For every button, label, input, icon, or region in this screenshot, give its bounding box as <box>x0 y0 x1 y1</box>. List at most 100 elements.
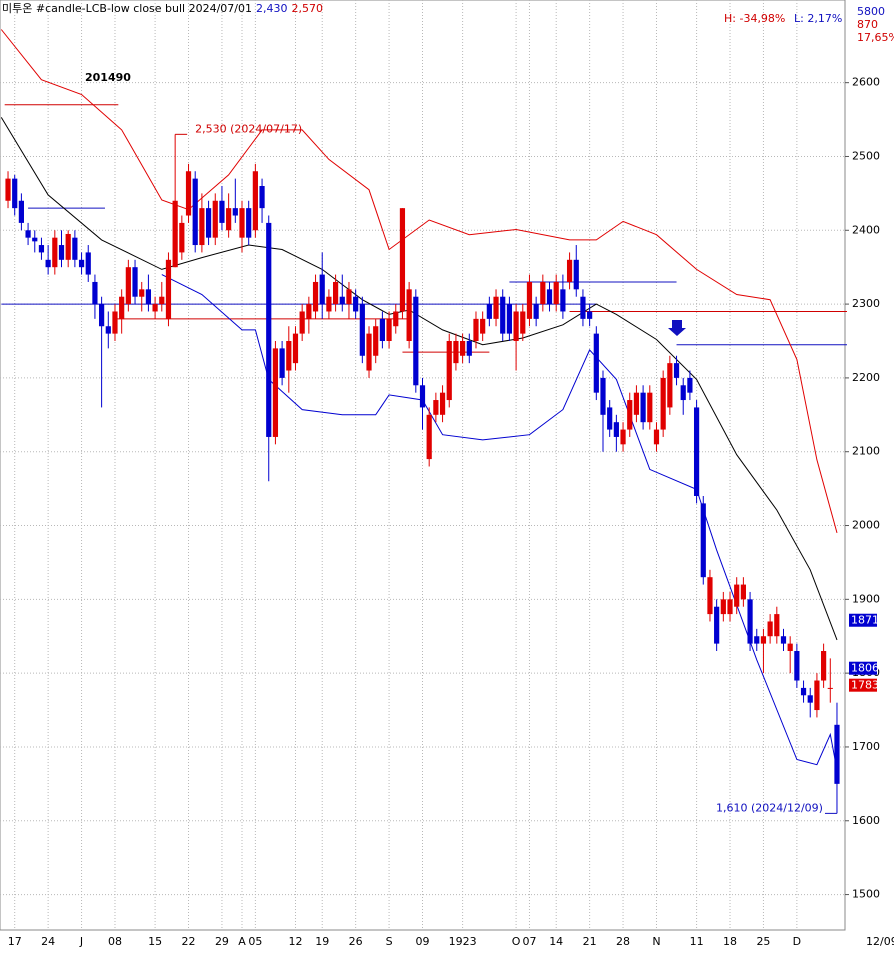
candle-body <box>640 392 646 423</box>
candle-body <box>306 304 312 319</box>
x-tick-label: N <box>652 935 660 948</box>
candle-body <box>105 326 111 334</box>
x-tick-label: 15 <box>148 935 162 948</box>
candle-body <box>814 680 820 711</box>
x-tick-label: 25 <box>756 935 770 948</box>
corner-label: 870 <box>857 18 878 31</box>
x-tick-label: 29 <box>215 935 229 948</box>
candle-body <box>680 385 686 401</box>
candle-body <box>299 311 305 334</box>
candle-body <box>399 208 406 312</box>
candle-body <box>734 584 740 607</box>
y-tick-label: 2500 <box>852 149 880 162</box>
candle-body <box>613 422 619 437</box>
title-part: 2,570 <box>292 2 324 15</box>
candle-body <box>239 208 245 238</box>
y-tick-label: 1700 <box>852 740 880 753</box>
candle-body <box>740 584 746 600</box>
candle-body <box>413 296 419 386</box>
candle-body <box>346 289 352 305</box>
y-tick-label: 1600 <box>852 814 880 827</box>
candle-body <box>205 208 212 238</box>
candle-body <box>747 599 753 644</box>
candle-body <box>312 281 319 312</box>
candle-body <box>707 577 713 615</box>
price-label: 1871 <box>851 614 879 627</box>
title-part: 2,430 <box>256 2 288 15</box>
candle-body <box>620 429 626 445</box>
y-tick-label: 2200 <box>852 371 880 384</box>
candle-body <box>159 296 165 305</box>
x-tick-label: 14 <box>549 935 563 948</box>
candle-body <box>185 171 192 216</box>
candle-body <box>353 296 359 312</box>
x-tick-label: 28 <box>616 935 630 948</box>
candle-body <box>119 296 125 319</box>
candle-body <box>693 407 700 496</box>
candle-body <box>573 259 579 290</box>
candle-body <box>192 178 198 246</box>
candle-body <box>145 289 152 305</box>
candle-body <box>647 392 653 423</box>
candle-body <box>259 186 265 209</box>
candle-body <box>386 318 392 341</box>
x-tick-label: 17 <box>8 935 22 948</box>
candle-body <box>219 200 225 223</box>
x-tick-label: 1923 <box>449 935 477 948</box>
candle-body <box>500 296 506 334</box>
candle-body <box>373 326 379 356</box>
candle-body <box>526 281 533 319</box>
x-tick-label: S <box>386 935 393 948</box>
candle-body <box>272 348 279 437</box>
candle-body <box>780 636 787 644</box>
candle-body <box>179 222 185 253</box>
candle-body <box>827 687 833 689</box>
candle-body <box>246 208 252 238</box>
price-box <box>849 678 877 692</box>
candle-body <box>653 429 660 445</box>
candle-body <box>720 599 726 615</box>
y-tick-label: 1900 <box>852 592 880 605</box>
candle-body <box>172 200 178 268</box>
candle-body <box>112 311 118 334</box>
price-label: 1806 <box>851 662 879 675</box>
candle-body <box>132 267 138 297</box>
y-tick-label: 2000 <box>852 519 880 532</box>
x-tick-label: 08 <box>108 935 122 948</box>
corner-label: 17,65% <box>857 31 894 44</box>
x-tick-label: J <box>79 935 83 948</box>
x-tick-label: O <box>512 935 521 948</box>
stock-code: 201490 <box>85 71 131 84</box>
candle-body <box>794 651 800 681</box>
title-part: 미투온 #candle-LCB-low close bull 2024/07/0… <box>2 2 252 15</box>
candle-body <box>339 296 345 305</box>
candle-body <box>587 311 593 319</box>
candle-body <box>546 289 553 305</box>
y-tick-label: 2600 <box>852 76 880 89</box>
candle-body <box>593 333 599 393</box>
annotation: 2,530 (2024/07/17) <box>195 122 302 135</box>
candle-body <box>600 377 606 415</box>
candle-body <box>326 296 332 312</box>
signal-arrow <box>668 320 686 336</box>
candle-body <box>393 311 399 327</box>
candle-body <box>520 311 526 334</box>
candle-body <box>493 296 499 319</box>
candle-body <box>821 651 827 681</box>
candle-body <box>78 259 85 268</box>
candle-body <box>85 252 91 275</box>
candle-body <box>627 400 633 430</box>
candle-body <box>279 348 285 378</box>
y-tick-label: 2400 <box>852 223 880 236</box>
candle-body <box>165 259 172 319</box>
candle-body <box>319 274 325 305</box>
candle-body <box>800 687 807 696</box>
candle-body <box>767 621 773 637</box>
candle-body <box>506 304 513 334</box>
candle-body <box>673 363 680 378</box>
candle-body <box>266 222 272 437</box>
candle-body <box>754 636 760 644</box>
candle-body <box>72 237 78 260</box>
candle-body <box>366 333 372 371</box>
